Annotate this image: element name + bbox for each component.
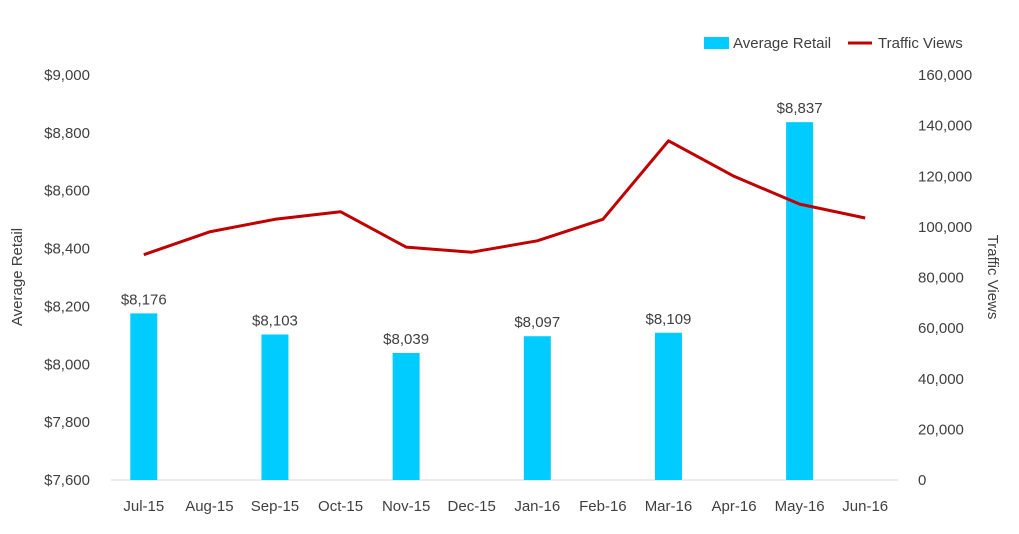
bar: [654, 332, 682, 480]
x-tick-label: Jun-16: [842, 498, 888, 515]
y-tick-label: $7,600: [44, 472, 90, 489]
traffic-views-line: [143, 139, 866, 257]
bar-data-label: $8,097: [514, 314, 560, 331]
x-tick-label: Apr-16: [712, 498, 757, 515]
x-tick-label: Dec-15: [448, 498, 496, 515]
x-tick-label: May-16: [775, 498, 825, 515]
right-axis-ticks: 160,000 140,000 120,000 100,000 80,000 60,000…: [918, 67, 972, 489]
bar-series: [130, 122, 814, 481]
right-axis-title: Traffic Views: [984, 235, 1001, 320]
x-axis-ticks: Jul-15 Aug-15 Sep-15 Oct-15 Nov-15 Dec-15 Jan-…: [123, 498, 888, 515]
y2-tick-label: 120,000: [918, 168, 972, 185]
y-tick-label: $7,800: [44, 414, 90, 431]
x-tick-label: Sep-15: [251, 498, 299, 515]
bar: [392, 353, 420, 480]
x-tick-label: Mar-16: [645, 498, 693, 515]
bar-data-label: $8,176: [121, 291, 167, 308]
x-tick-label: Oct-15: [318, 498, 363, 515]
legend-label-average-retail: Average Retail: [733, 35, 831, 52]
bar-data-label: $8,039: [383, 331, 429, 348]
bar: [130, 313, 158, 480]
bar-data-label: $8,109: [646, 311, 692, 328]
y2-tick-label: 80,000: [918, 270, 964, 287]
bar-data-labels: $8,176 $8,103 $8,039 $8,097 $8,109 $8,837: [121, 100, 823, 348]
bar: [261, 334, 289, 480]
y-tick-label: $9,000: [44, 67, 90, 84]
y2-tick-label: 140,000: [918, 118, 972, 135]
left-axis-title: Average Retail: [9, 228, 26, 326]
left-axis-ticks: $9,000 $8,800 $8,600 $8,400 $8,200 $8,000 $7,8…: [44, 67, 90, 489]
bar-data-label: $8,103: [252, 312, 298, 329]
bar: [523, 336, 551, 480]
legend: Average Retail Traffic Views: [704, 35, 963, 52]
legend-label-traffic-views: Traffic Views: [878, 35, 963, 52]
y2-tick-label: 40,000: [918, 371, 964, 388]
x-tick-label: Nov-15: [382, 498, 430, 515]
y2-tick-label: 20,000: [918, 421, 964, 438]
x-tick-label: Feb-16: [579, 498, 627, 515]
x-tick-label: Jul-15: [123, 498, 164, 515]
y-tick-label: $8,600: [44, 183, 90, 200]
x-tick-label: Jan-16: [514, 498, 560, 515]
y-tick-label: $8,400: [44, 241, 90, 258]
bar: [786, 122, 814, 481]
y2-tick-label: 160,000: [918, 67, 972, 84]
bar-data-label: $8,837: [777, 100, 823, 117]
y-tick-label: $8,800: [44, 125, 90, 142]
y2-tick-label: 100,000: [918, 219, 972, 236]
y-tick-label: $8,200: [44, 298, 90, 315]
y2-tick-label: 60,000: [918, 320, 964, 337]
y-tick-label: $8,000: [44, 356, 90, 373]
legend-swatch-average-retail: [704, 37, 729, 49]
y2-tick-label: 0: [918, 472, 926, 489]
x-tick-label: Aug-15: [185, 498, 233, 515]
